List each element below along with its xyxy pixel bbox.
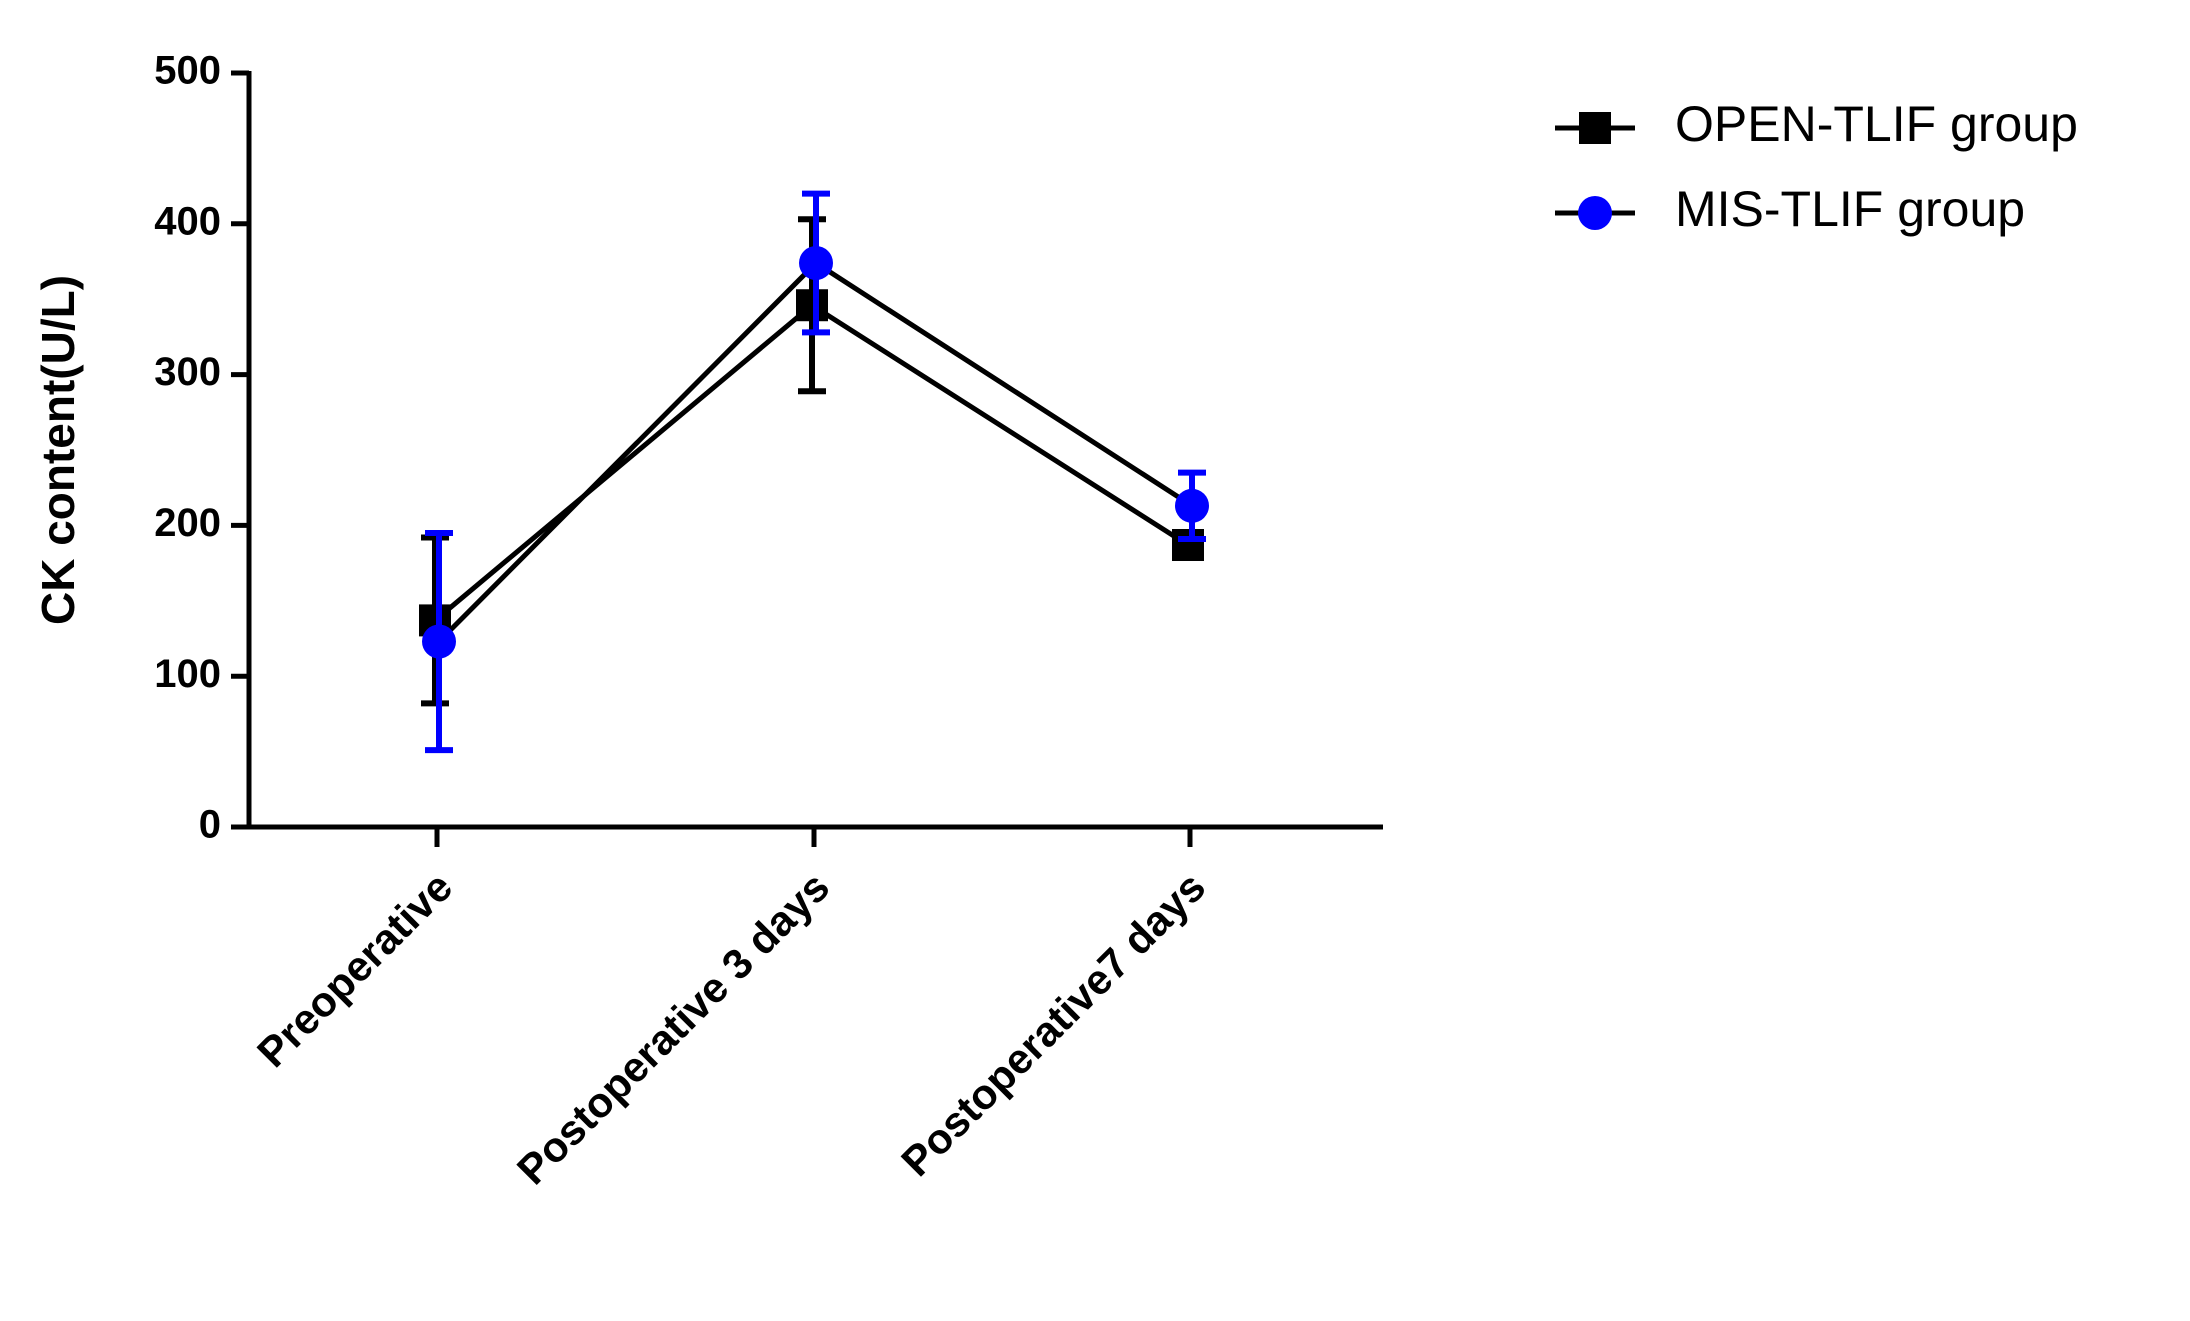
legend-marker <box>1578 196 1612 230</box>
y-tick-label: 200 <box>154 501 221 545</box>
marker <box>796 289 828 322</box>
marker <box>1172 529 1204 562</box>
x-tick-label: Preoperative <box>248 863 461 1076</box>
y-tick-label: 300 <box>154 350 221 394</box>
x-tick-label: Postoperative7 days <box>892 863 1214 1185</box>
y-tick-label: 400 <box>154 199 221 243</box>
legend-marker <box>1579 112 1611 144</box>
legend-label: OPEN-TLIF group <box>1675 96 2078 152</box>
x-tick-label: Postoperative 3 days <box>508 863 838 1193</box>
legend-label: MIS-TLIF group <box>1675 181 2025 237</box>
marker <box>799 246 833 281</box>
y-tick-label: 100 <box>154 652 221 696</box>
y-tick-label: 500 <box>154 49 221 93</box>
marker <box>422 624 456 659</box>
marker <box>1175 488 1209 523</box>
y-axis-label: CK content(U/L) <box>32 275 84 625</box>
y-tick-label: 0 <box>199 803 221 847</box>
